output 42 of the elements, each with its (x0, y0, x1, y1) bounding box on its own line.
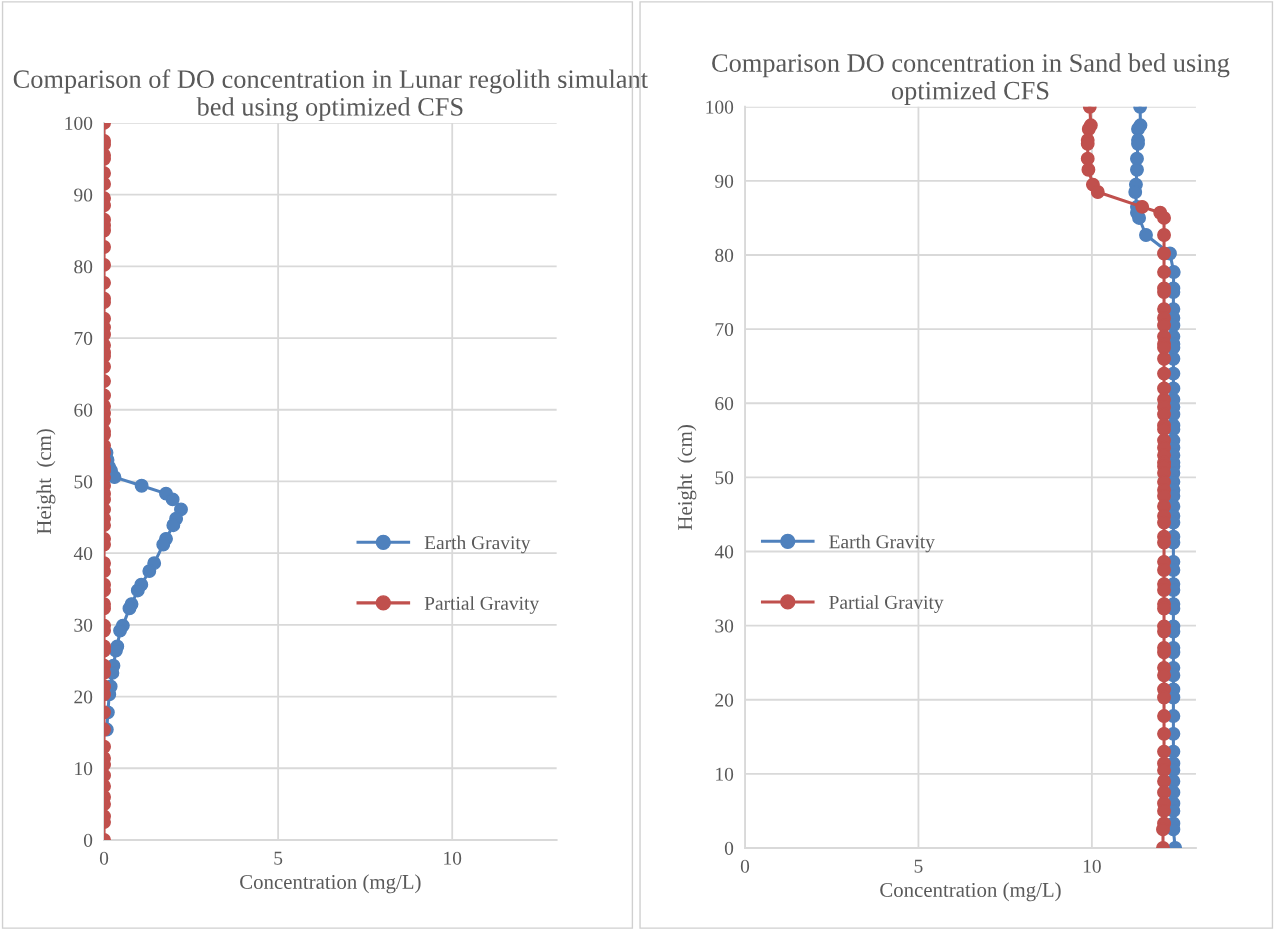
y-tick-label: 0 (83, 833, 93, 847)
point (122, 601, 137, 616)
point (130, 583, 145, 598)
point (165, 492, 180, 507)
legend-label: Earth Gravity (424, 535, 531, 554)
y-tick-label: 30 (715, 619, 734, 633)
y-tick-label: 40 (714, 545, 734, 559)
y-tick-label: 30 (74, 618, 93, 632)
x-axis-title: Concentration (mg/L) (240, 874, 421, 894)
y-tick-label: 20 (715, 693, 734, 707)
legend-label: Partial Gravity (829, 595, 944, 613)
y-tick-label: 0 (724, 841, 734, 855)
y-tick-label: 70 (715, 322, 734, 337)
y-tick-label: 50 (74, 475, 93, 489)
x-tick-label: 5 (274, 851, 283, 865)
x-tick-label: 0 (99, 851, 109, 865)
y-axis-title: Height (cm) (677, 425, 697, 530)
x-tick-label: 10 (1083, 859, 1101, 873)
x-axis-title: Concentration (mg/L) (880, 882, 1061, 902)
y-tick-label: 60 (74, 403, 93, 417)
y-tick-label: 70 (74, 331, 93, 345)
y-tick-label: 80 (74, 260, 93, 274)
legend-label: Earth Gravity (829, 534, 935, 553)
y-tick-label: 50 (715, 471, 734, 485)
y-tick-label: 90 (715, 174, 734, 188)
point (113, 623, 128, 638)
y-tick-label: 20 (74, 690, 93, 704)
x-tick-label: 10 (444, 851, 462, 865)
y-tick-label: 10 (75, 762, 93, 776)
y-tick-label: 40 (73, 546, 93, 561)
y-tick-label: 60 (715, 397, 734, 411)
point (166, 518, 181, 533)
y-tick-label: 90 (74, 188, 93, 202)
point (134, 478, 149, 493)
y-tick-label: 80 (715, 248, 734, 262)
x-tick-label: 0 (740, 859, 750, 873)
point (156, 537, 171, 552)
y-tick-label: 10 (716, 767, 734, 781)
legend-label: Partial Gravity (424, 596, 540, 614)
point (142, 564, 157, 579)
y-axis-title: Height (cm) (36, 429, 56, 535)
x-tick-label: 5 (914, 859, 923, 873)
